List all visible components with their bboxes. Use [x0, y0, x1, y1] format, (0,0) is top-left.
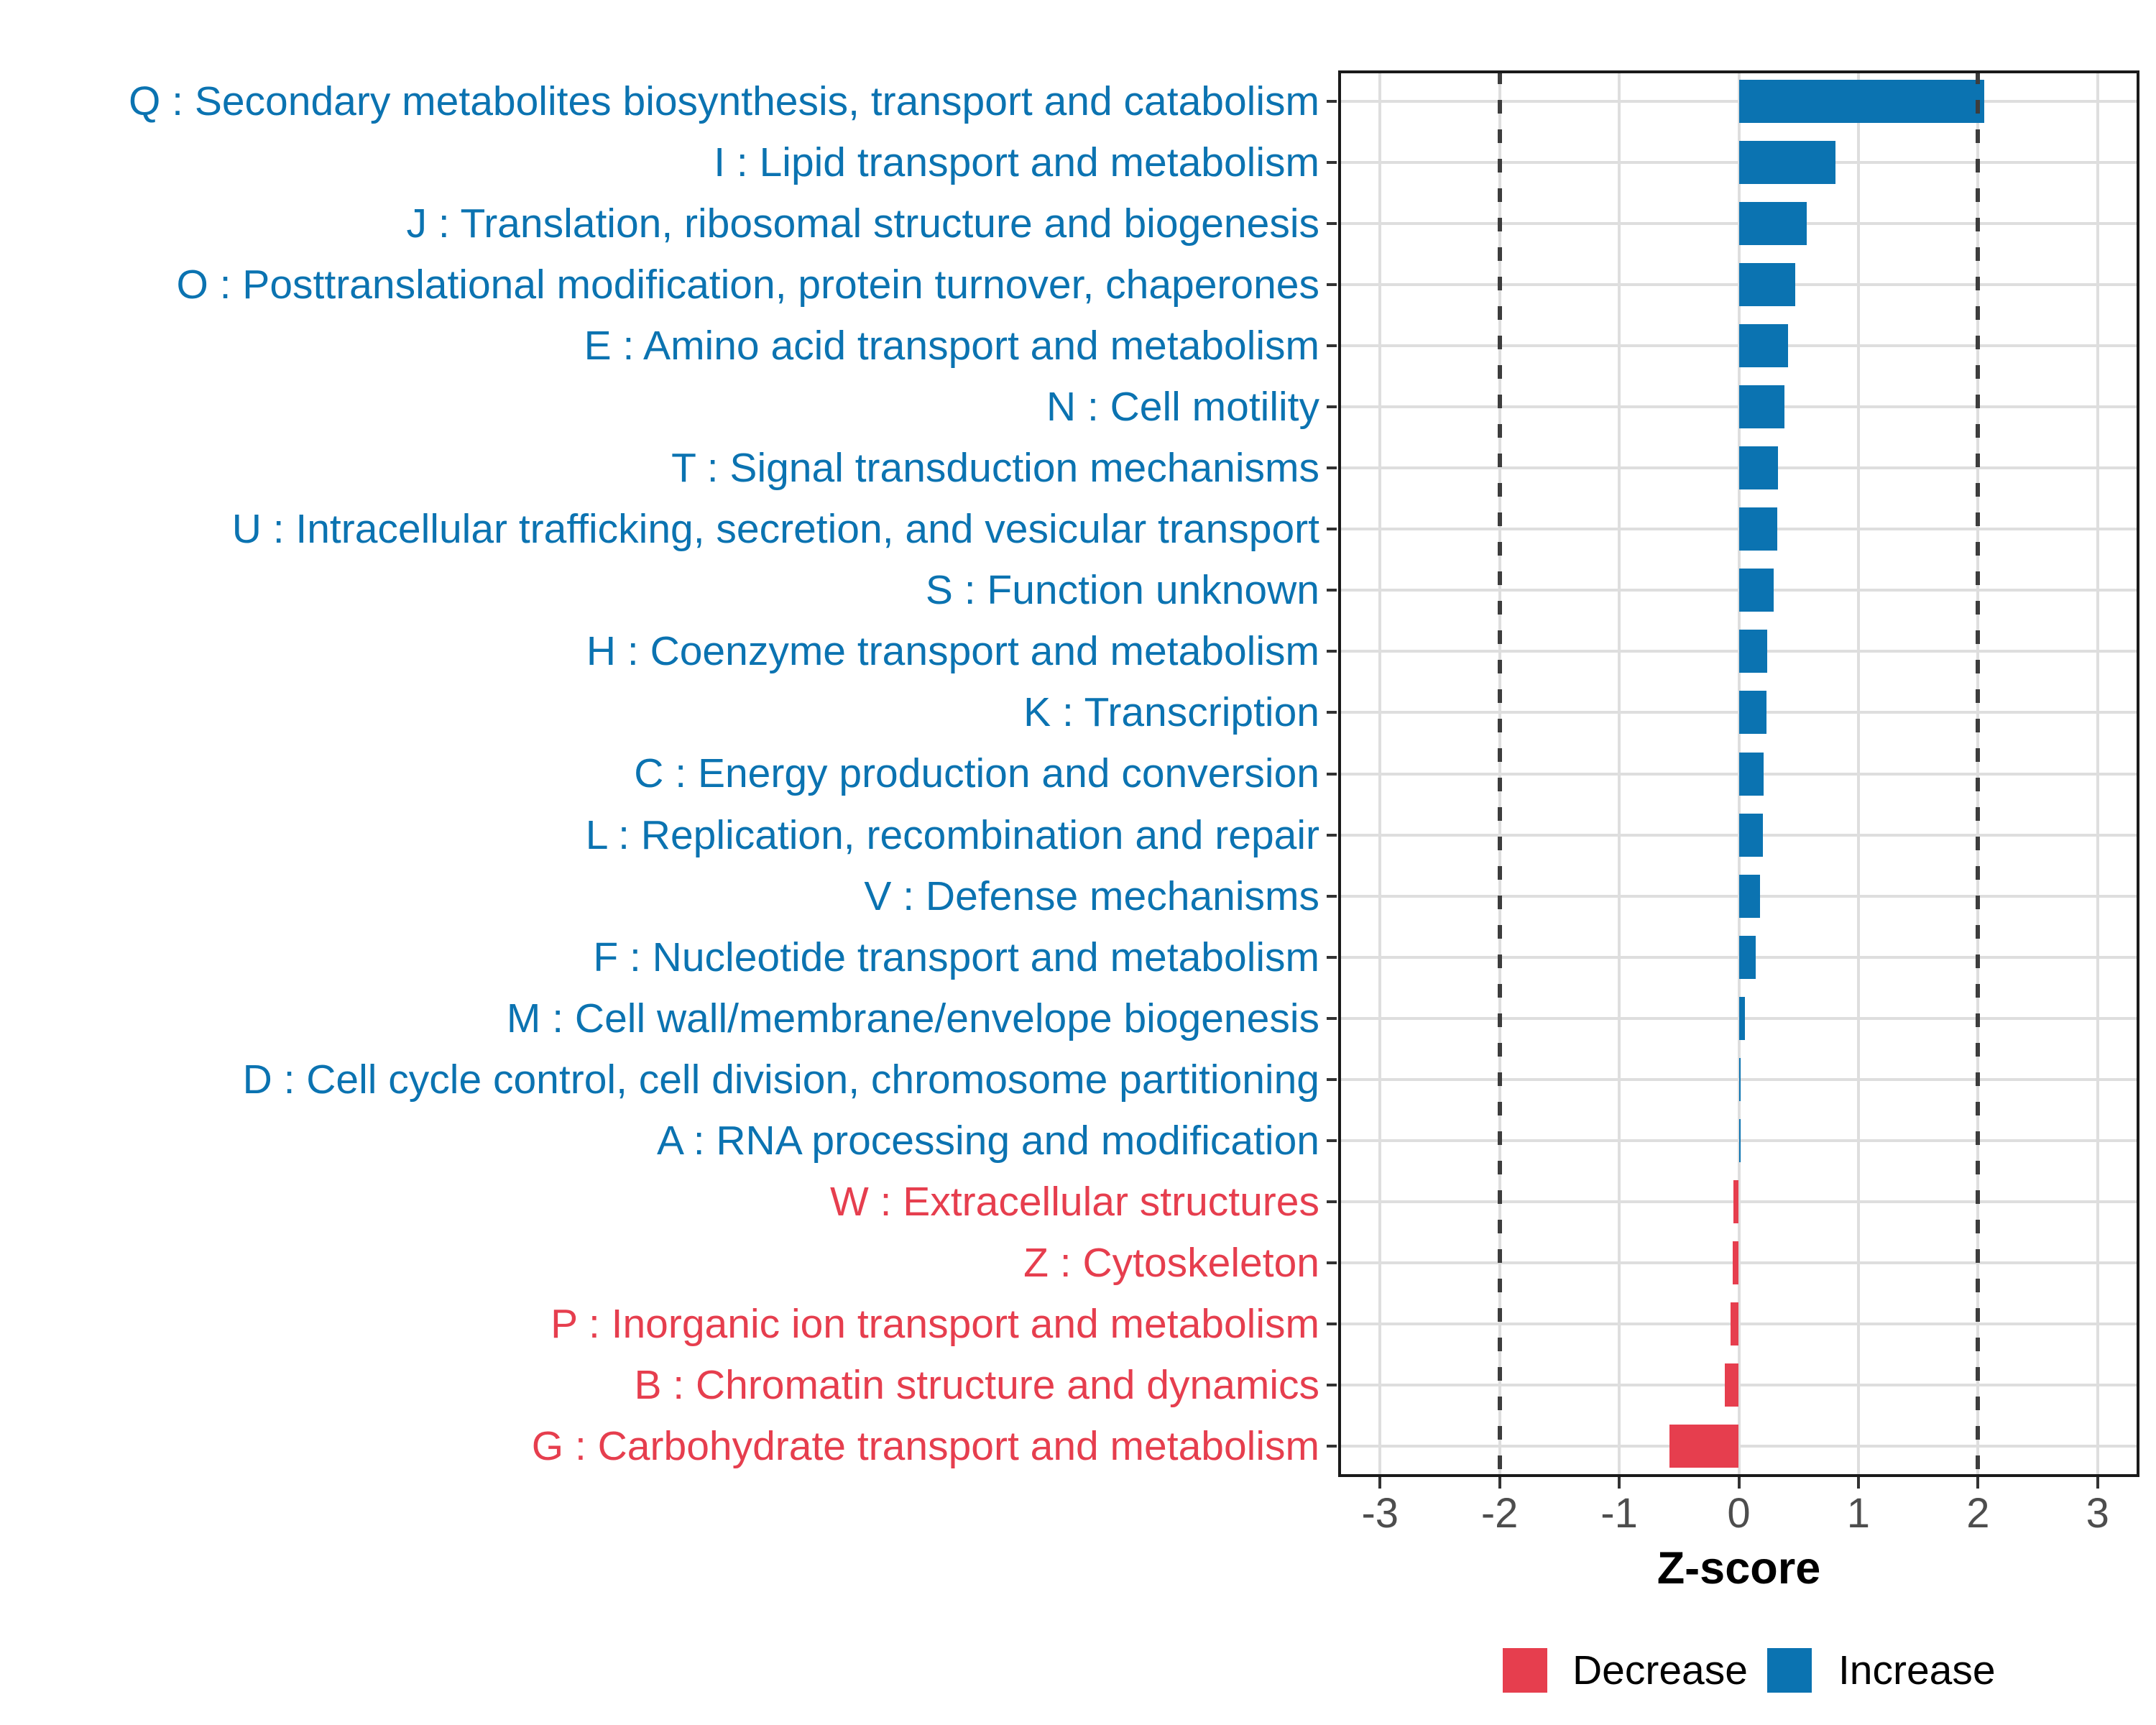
y-axis-tick — [1327, 833, 1337, 837]
y-gridline — [1338, 1384, 2139, 1387]
y-axis-tick — [1327, 221, 1337, 225]
reference-line — [1976, 70, 1981, 1477]
bar-K — [1738, 691, 1766, 735]
bar-Q — [1738, 79, 1984, 123]
bar-I — [1738, 140, 1836, 184]
category-label-C: C : Energy production and conversion — [634, 750, 1319, 797]
bar-U — [1738, 507, 1777, 551]
bar-F — [1738, 935, 1756, 979]
y-axis-tick — [1327, 1016, 1337, 1020]
category-label-K: K : Transcription — [1023, 689, 1319, 736]
y-axis-tick — [1327, 466, 1337, 470]
y-axis-tick — [1327, 1261, 1337, 1265]
y-axis-tick — [1327, 1200, 1337, 1204]
category-label-G: G : Carbohydrate transport and metabolis… — [531, 1423, 1319, 1470]
y-axis-tick — [1327, 344, 1337, 347]
x-tick-label: 0 — [1727, 1490, 1751, 1537]
bar-T — [1738, 446, 1779, 490]
category-label-O: O : Posttranslational modification, prot… — [176, 261, 1319, 308]
legend-label-decrease: Decrease — [1572, 1647, 1748, 1693]
y-axis-tick — [1327, 405, 1337, 408]
category-label-Z: Z : Cytoskeleton — [1023, 1240, 1319, 1287]
bar-C — [1738, 752, 1764, 796]
y-axis-tick — [1327, 650, 1337, 653]
y-axis-tick — [1327, 1139, 1337, 1143]
category-label-F: F : Nucleotide transport and metabolism — [593, 934, 1319, 980]
legend-key-increase-swatch — [1766, 1648, 1812, 1693]
bar-B — [1724, 1363, 1739, 1407]
y-axis-tick — [1327, 589, 1337, 592]
x-tick-label: -2 — [1480, 1490, 1519, 1537]
y-axis-tick — [1327, 282, 1337, 286]
category-label-V: V : Defense mechanisms — [864, 873, 1319, 919]
category-label-L: L : Replication, recombination and repai… — [585, 811, 1319, 858]
x-tick-label: 2 — [1966, 1490, 1990, 1537]
category-label-E: E : Amino acid transport and metabolism — [584, 322, 1319, 369]
category-label-S: S : Function unknown — [925, 567, 1319, 614]
bar-G — [1669, 1425, 1739, 1468]
category-label-I: I : Lipid transport and metabolism — [714, 139, 1319, 185]
bar-D — [1738, 1057, 1741, 1101]
y-axis-tick — [1327, 1384, 1337, 1387]
y-gridline — [1338, 1322, 2139, 1326]
bar-J — [1738, 201, 1807, 245]
bar-N — [1738, 385, 1784, 428]
category-label-P: P : Inorganic ion transport and metaboli… — [550, 1301, 1319, 1348]
category-label-A: A : RNA processing and modification — [657, 1118, 1319, 1164]
category-label-W: W : Extracellular structures — [830, 1179, 1319, 1225]
y-axis-tick — [1327, 1077, 1337, 1081]
y-axis-tick — [1327, 528, 1337, 531]
reference-line — [1497, 70, 1502, 1477]
bar-V — [1738, 874, 1761, 918]
category-label-T: T : Signal transduction mechanisms — [671, 445, 1319, 492]
bar-A — [1738, 1119, 1741, 1163]
y-gridline — [1338, 1445, 2139, 1448]
legend: Decrease Increase — [1503, 1648, 1996, 1693]
x-axis-tick — [1856, 1477, 1860, 1489]
y-axis-tick — [1327, 160, 1337, 164]
y-axis-tick — [1327, 99, 1337, 103]
y-axis-tick — [1327, 894, 1337, 898]
category-label-Q: Q : Secondary metabolites biosynthesis, … — [128, 78, 1319, 124]
x-axis-tick — [1498, 1477, 1501, 1489]
x-axis-tick — [1618, 1477, 1621, 1489]
x-axis-tick — [1737, 1477, 1741, 1489]
category-label-D: D : Cell cycle control, cell division, c… — [242, 1056, 1319, 1103]
bar-Z — [1732, 1241, 1739, 1285]
y-axis-tick — [1327, 711, 1337, 714]
category-label-B: B : Chromatin structure and dynamics — [634, 1362, 1319, 1409]
legend-label-increase: Increase — [1838, 1647, 1996, 1693]
legend-key-decrease-swatch — [1503, 1648, 1547, 1693]
y-axis-tick — [1327, 772, 1337, 776]
x-axis-tick — [1378, 1477, 1382, 1489]
x-tick-label: -3 — [1361, 1490, 1399, 1537]
x-tick-label: 3 — [2086, 1490, 2109, 1537]
bar-P — [1730, 1302, 1739, 1346]
bar-O — [1738, 262, 1795, 306]
x-axis-tick — [2096, 1477, 2099, 1489]
bar-E — [1738, 323, 1788, 367]
x-tick-label: 1 — [1846, 1490, 1871, 1537]
y-axis-tick — [1327, 1322, 1337, 1326]
category-label-U: U : Intracellular trafficking, secretion… — [231, 506, 1319, 553]
category-label-H: H : Coenzyme transport and metabolism — [586, 628, 1319, 675]
bar-L — [1738, 813, 1763, 857]
bar-M — [1738, 996, 1745, 1040]
category-label-M: M : Cell wall/membrane/envelope biogenes… — [506, 995, 1319, 1041]
x-tick-label: -1 — [1600, 1490, 1638, 1537]
x-axis-title: Z-score — [1657, 1543, 1821, 1593]
y-gridline — [1338, 1200, 2139, 1204]
y-axis-tick — [1327, 955, 1337, 959]
bar-H — [1738, 630, 1768, 673]
x-axis-tick — [1976, 1477, 1980, 1489]
bar-W — [1733, 1180, 1739, 1224]
category-label-N: N : Cell motility — [1046, 383, 1319, 430]
bar-S — [1738, 569, 1774, 612]
y-gridline — [1338, 1261, 2139, 1265]
category-label-J: J : Translation, ribosomal structure and… — [406, 200, 1319, 247]
y-axis-tick — [1327, 1445, 1337, 1448]
